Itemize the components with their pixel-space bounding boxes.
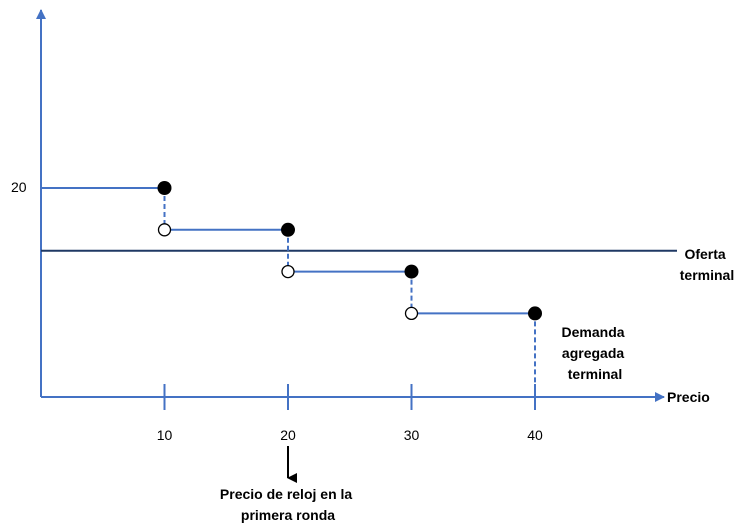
y-tick-label: 20 <box>11 179 27 195</box>
x-tick-label-40: 40 <box>527 427 543 443</box>
demand-filled-point <box>528 306 542 321</box>
x-tick-label-20: 20 <box>280 427 296 443</box>
demand-open-point <box>157 223 172 237</box>
x-axis-label: Precio <box>667 389 710 405</box>
demand-filled-point <box>157 181 172 195</box>
demand-open-point <box>281 264 295 279</box>
demand-filled-point <box>281 222 295 237</box>
x-tick-label-30: 30 <box>404 427 420 443</box>
demand-filled-point <box>404 264 419 279</box>
annotation-label: Precio de reloj en la primera ronda <box>220 486 356 523</box>
supply-label: Oferta terminal <box>680 246 734 283</box>
demand-open-point <box>404 306 419 321</box>
x-tick-label-10: 10 <box>157 427 173 443</box>
demand-label: Demanda agregada terminal <box>562 324 629 382</box>
